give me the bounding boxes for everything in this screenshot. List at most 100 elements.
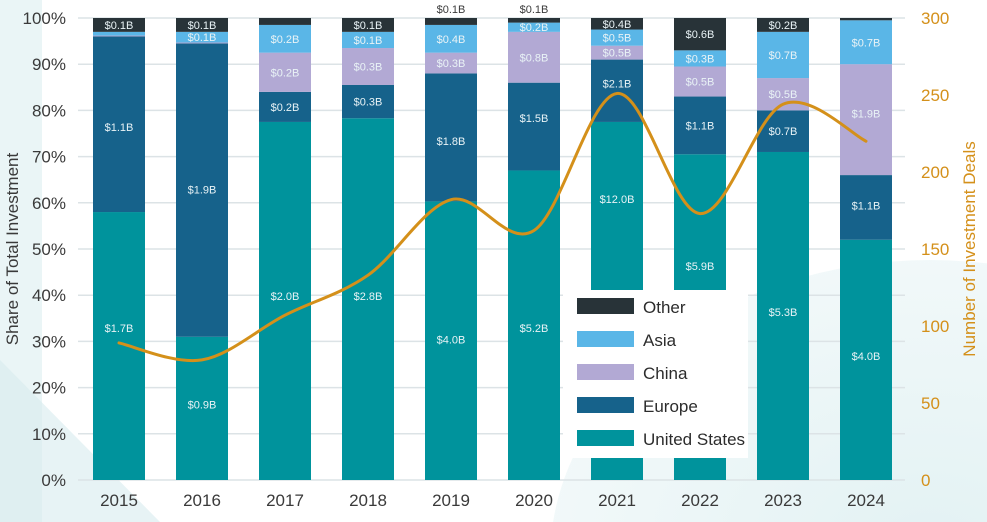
left-tick-label: 20% xyxy=(32,379,66,398)
segment-value-label: $0.3B xyxy=(437,58,466,70)
legend-swatch-asia xyxy=(577,331,634,347)
right-tick-label: 0 xyxy=(921,471,930,490)
right-axis-title: Number of Investment Deals xyxy=(960,141,979,356)
segment-value-label: $2.0B xyxy=(271,291,300,303)
bar-segment-europe xyxy=(840,175,892,240)
segment-value-label: $0.9B xyxy=(188,399,217,411)
left-tick-label: 80% xyxy=(32,101,66,120)
segment-value-label: $1.1B xyxy=(686,120,715,132)
bar-segment-united-states xyxy=(508,170,560,480)
segment-value-label: $0.1B xyxy=(354,35,383,47)
stacked-bars xyxy=(93,18,892,481)
bar-segment-europe xyxy=(425,73,477,202)
bar-segment-asia xyxy=(176,31,228,43)
segment-value-label: $0.5B xyxy=(603,33,632,45)
legend-swatch-europe xyxy=(577,397,634,413)
segment-value-label: $5.9B xyxy=(686,261,715,273)
left-tick-label: 100% xyxy=(23,9,66,28)
bar-segment-other xyxy=(342,18,394,32)
segment-value-label: $0.3B xyxy=(354,62,383,74)
bar-segment-china xyxy=(259,52,311,92)
segment-value-label: $0.7B xyxy=(769,126,798,138)
bar-segment-asia xyxy=(93,31,145,36)
bar-segment-other xyxy=(508,18,560,23)
segment-value-label: $0.1B xyxy=(188,20,217,32)
right-tick-label: 50 xyxy=(921,394,940,413)
legend-swatch-united-states xyxy=(577,430,634,446)
bar-segment-china xyxy=(840,64,892,176)
left-axis-title: Share of Total Investment xyxy=(3,152,22,345)
bar-segment-europe xyxy=(342,84,394,119)
x-tick-label: 2021 xyxy=(598,491,636,510)
deals-line-layer xyxy=(117,91,868,363)
segment-value-label: $2.8B xyxy=(354,291,383,303)
bar-segment-asia xyxy=(591,29,643,46)
bar-segment-united-states xyxy=(259,121,311,480)
segment-value-label: $0.3B xyxy=(686,53,715,65)
x-tick-label: 2015 xyxy=(100,491,138,510)
segment-value-label: $0.2B xyxy=(520,22,549,34)
bar-segment-united-states xyxy=(93,212,145,481)
bar-segment-other xyxy=(757,18,809,32)
segment-value-label: $0.2B xyxy=(271,102,300,114)
left-tick-label: 30% xyxy=(32,332,66,351)
right-tick-label: 150 xyxy=(921,240,949,259)
bar-segment-europe xyxy=(93,36,145,213)
bar-segment-europe xyxy=(176,43,228,337)
segment-value-label: $1.1B xyxy=(852,201,881,213)
bar-segment-other xyxy=(425,18,477,25)
x-tick-label: 2022 xyxy=(681,491,719,510)
segment-value-label: $0.4B xyxy=(437,34,466,46)
bar-segment-united-states xyxy=(757,151,809,481)
segment-value-label: $1.8B xyxy=(437,136,466,148)
segment-value-label: $5.2B xyxy=(520,323,549,335)
bar-segment-other xyxy=(176,18,228,32)
legend-swatch-china xyxy=(577,364,634,380)
bar-segment-europe xyxy=(591,59,643,122)
right-tick-label: 200 xyxy=(921,163,949,182)
segment-value-label: $0.5B xyxy=(769,89,798,101)
segment-value-label: $0.1B xyxy=(437,4,466,16)
segment-value-label: $0.7B xyxy=(769,50,798,62)
bar-segment-europe xyxy=(508,82,560,171)
segment-value-label: $0.2B xyxy=(271,67,300,79)
bar-segment-europe xyxy=(259,91,311,122)
x-tick-label: 2024 xyxy=(847,491,885,510)
left-tick-label: 40% xyxy=(32,286,66,305)
x-tick-label: 2018 xyxy=(349,491,387,510)
segment-value-label: $0.5B xyxy=(686,77,715,89)
segment-value-label: $1.9B xyxy=(188,185,217,197)
segment-value-label: $1.7B xyxy=(105,323,134,335)
bar-segment-asia xyxy=(757,31,809,79)
bar-segment-europe xyxy=(674,96,726,155)
bar-segment-china xyxy=(591,45,643,60)
bar-segment-asia xyxy=(342,31,394,49)
segment-value-label: $0.5B xyxy=(603,48,632,60)
bar-segment-china xyxy=(674,66,726,97)
right-tick-label: 100 xyxy=(921,317,949,336)
segment-value-label: $12.0B xyxy=(600,194,635,206)
bar-segment-other xyxy=(591,18,643,30)
bar-segment-other xyxy=(840,18,892,21)
segment-value-label: $2.1B xyxy=(603,78,632,90)
segment-value-label: $0.1B xyxy=(354,20,383,32)
x-tick-label: 2023 xyxy=(764,491,802,510)
legend-label: Asia xyxy=(643,331,677,350)
bar-segment-china xyxy=(425,52,477,74)
left-tick-label: 50% xyxy=(32,240,66,259)
left-tick-label: 0% xyxy=(41,471,66,490)
bar-segment-asia xyxy=(259,24,311,53)
legend-swatch-other xyxy=(577,298,634,314)
left-axis-ticks: 0% 10% 20% 30% 40% 50% 60% 70% 80% 90% 100% xyxy=(23,9,66,490)
bar-segment-united-states xyxy=(840,239,892,480)
bar-segment-united-states xyxy=(425,201,477,480)
segment-value-label: $4.0B xyxy=(437,335,466,347)
segment-value-label: $0.1B xyxy=(520,4,549,16)
bar-segment-asia xyxy=(674,50,726,67)
segment-value-label: $5.3B xyxy=(769,307,798,319)
legend: Other Asia China Europe United States xyxy=(563,290,748,458)
segment-value-label: $0.6B xyxy=(686,29,715,41)
bar-segment-asia xyxy=(508,22,560,32)
legend-label: China xyxy=(643,364,688,383)
